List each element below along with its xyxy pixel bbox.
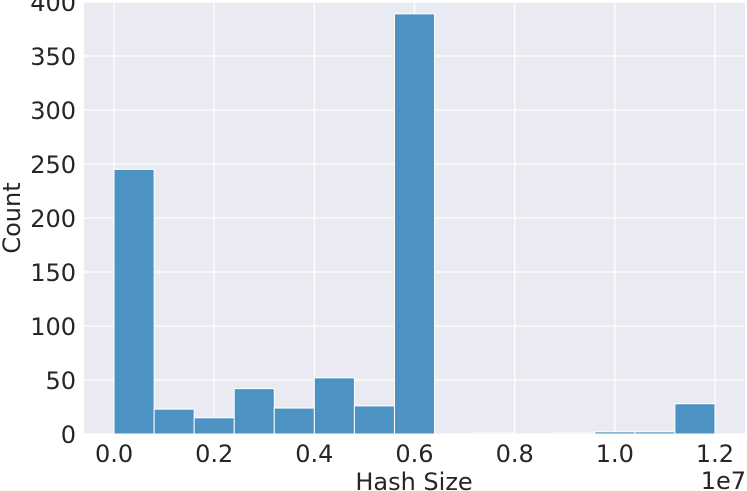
x-tick-labels: 0.0 0.2 0.4 0.6 0.8 1.0 1.2 [95,440,734,468]
y-tick-label: 50 [45,367,76,395]
histogram-bar [554,432,596,435]
y-tick-labels: 0 50 100 150 200 250 300 350 400 [30,0,76,449]
x-tick-label: 0.4 [295,440,333,468]
histogram-bar [393,13,436,435]
histogram-bar [474,432,516,435]
y-tick-label: 250 [30,151,76,179]
x-offset-label: 1e7 [701,467,746,491]
x-tick-label: 0.8 [496,440,534,468]
histogram-bar [353,405,395,435]
histogram-bar [273,407,315,435]
histogram-bar [193,417,235,435]
histogram-bar [313,377,355,435]
x-tick-label: 0.6 [395,440,433,468]
y-tick-label: 400 [30,0,76,17]
y-tick-label: 100 [30,313,76,341]
x-tick-label: 1.2 [696,440,734,468]
y-tick-label: 300 [30,97,76,125]
histogram-bar [674,403,716,435]
histogram-bar [113,168,155,435]
x-tick-label: 0.2 [195,440,233,468]
y-tick-label: 150 [30,259,76,287]
x-tick-label: 1.0 [596,440,634,468]
x-axis-label: Hash Size [355,468,472,491]
histogram-bar [634,431,676,435]
x-tick-label: 0.0 [95,440,133,468]
histogram-bar [594,431,636,435]
histogram-bar [153,408,195,435]
y-axis-label: Count [0,182,26,253]
y-tick-label: 350 [30,43,76,71]
y-tick-label: 200 [30,205,76,233]
histogram-bar [233,388,275,435]
histogram-bars [113,13,716,435]
y-tick-label: 0 [61,421,76,449]
